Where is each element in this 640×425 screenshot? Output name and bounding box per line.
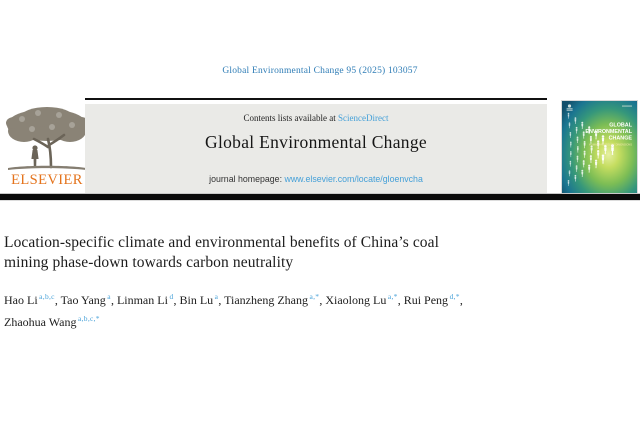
cover-title-line3: CHANGE <box>609 136 633 142</box>
author-name: Xiaolong Lu <box>325 293 387 307</box>
author-name: Zhaohua Wang <box>4 314 77 329</box>
cover-publisher-mark <box>566 104 573 111</box>
author-affiliation-superscript: a,* <box>309 292 320 301</box>
journal-homepage-line: journal homepage: www.elsevier.com/locat… <box>85 174 547 184</box>
cover-subtitle: HUMAN AND POLICY DIMENSIONS <box>589 143 632 147</box>
author: Linman Li d <box>116 292 174 307</box>
elsevier-wordmark: ELSEVIER <box>11 172 83 188</box>
cover-title-line1: GLOBAL <box>609 123 632 129</box>
header-top-rule <box>85 98 547 100</box>
cover-title-line2: ENVIRONMENTAL <box>585 129 632 135</box>
author: Tao Yang a <box>60 292 111 307</box>
author: Bin Lu a <box>179 292 219 307</box>
author-affiliation-superscript: a,* <box>387 292 398 301</box>
elsevier-tree-icon <box>6 107 89 170</box>
author-affiliation-superscript: a,b,c <box>39 292 55 301</box>
article-title-line1: Location-specific climate and environmen… <box>4 234 440 251</box>
journal-citation-line: Global Environmental Change 95 (2025) 10… <box>222 66 418 76</box>
author: Rui Peng d,* <box>403 292 460 307</box>
author-affiliation-superscript: a <box>107 292 111 301</box>
author-name: Rui Peng <box>403 293 449 307</box>
journal-cover-thumbnail[interactable]: GLOBAL ENVIRONMENTAL CHANGE HUMAN AND PO… <box>561 100 638 194</box>
author-name: Bin Lu <box>179 293 214 307</box>
author: Xiaolong Lu a,* <box>325 292 398 307</box>
author-affiliation-superscript: d <box>169 292 174 301</box>
contents-available-text: Contents lists available at <box>243 113 338 123</box>
journal-homepage-link[interactable]: www.elsevier.com/locate/gloenvcha <box>284 174 423 184</box>
author-list: Hao Li a,b,c, Tao Yang a, Linman Li d, Bin … <box>4 292 463 329</box>
author-name: Tianzheng Zhang <box>224 293 308 307</box>
journal-header: ELSEVIER Contents lists available at Sci… <box>0 98 640 194</box>
author-affiliation-superscript: d,* <box>449 292 460 301</box>
author-affiliation-superscript: a <box>214 292 219 301</box>
elsevier-logo[interactable]: ELSEVIER <box>4 103 90 193</box>
journal-cover-art: GLOBAL ENVIRONMENTAL CHANGE HUMAN AND PO… <box>562 101 637 193</box>
article-title-line2: mining phase-down towards carbon neutral… <box>4 253 294 271</box>
cover-issue-text <box>622 105 632 107</box>
article-title: Location-specific climate and environmen… <box>4 233 564 272</box>
homepage-label: journal homepage: <box>209 174 285 184</box>
author: Hao Li a,b,c <box>4 292 55 307</box>
author-name: Hao Li <box>4 293 38 307</box>
author-name: Tao Yang <box>60 293 106 307</box>
author-affiliation-superscript: a,b,c,* <box>77 313 100 323</box>
sciencedirect-link[interactable]: ScienceDirect <box>338 113 389 123</box>
header-bottom-rule <box>0 193 640 201</box>
journal-banner: Contents lists available at ScienceDirec… <box>85 104 547 193</box>
contents-available-line: Contents lists available at ScienceDirec… <box>85 113 547 123</box>
author-name: Linman Li <box>116 293 168 307</box>
author: Zhaohua Wang a,b,c,* <box>4 313 100 329</box>
journal-name: Global Environmental Change <box>205 132 427 152</box>
author: Tianzheng Zhang a,* <box>224 292 320 307</box>
